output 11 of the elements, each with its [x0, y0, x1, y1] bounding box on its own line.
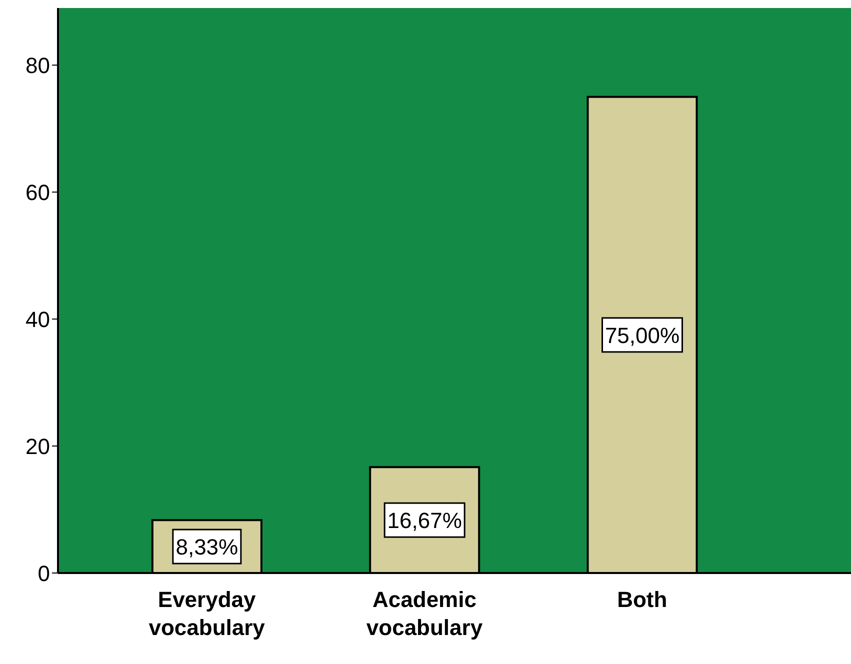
data-label: 8,33%	[176, 534, 238, 560]
x-tick-label: Everyday vocabulary	[148, 587, 266, 640]
y-tick-label: 80	[26, 52, 50, 78]
data-label: 16,67%	[387, 508, 462, 534]
y-tick-label: 60	[26, 180, 50, 205]
data-label: 75,00%	[604, 322, 680, 348]
x-tick-label: Both	[617, 587, 668, 612]
y-tick-label: 20	[26, 434, 50, 459]
y-tick-label: 40	[26, 306, 50, 332]
y-tick-label: 0	[38, 560, 50, 586]
x-tick-label: Academic vocabulary	[366, 587, 484, 640]
